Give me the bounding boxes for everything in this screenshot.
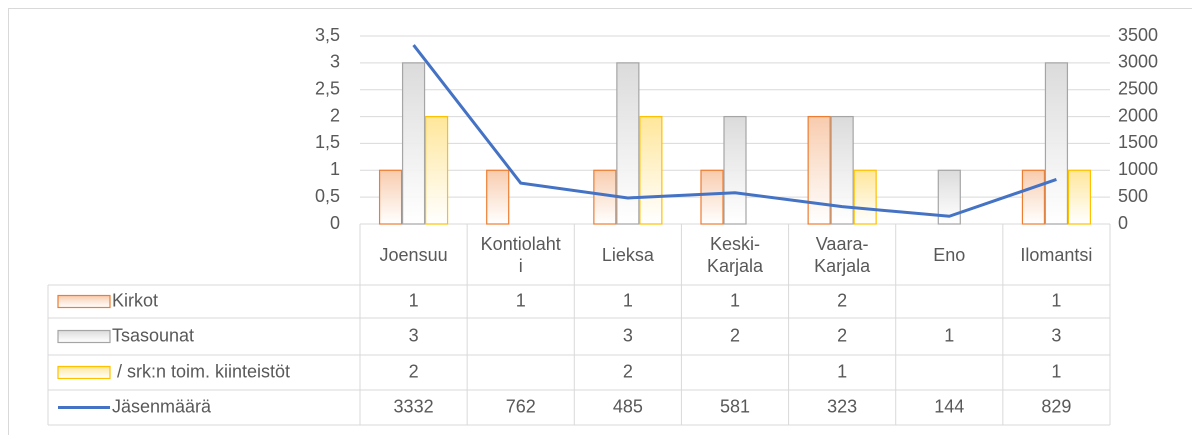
data-label: 144 [934,396,964,416]
data-label: 3 [1051,325,1061,345]
y2-tick-label: 2500 [1118,78,1158,98]
y2-tick-label: 3500 [1118,25,1158,45]
data-label: 3 [409,325,419,345]
data-label: 485 [613,396,643,416]
y2-tick-label: 500 [1118,186,1148,206]
y2-tick-label: 3000 [1118,52,1158,72]
data-label: 1 [516,290,526,310]
y-tick-label: 0 [330,213,340,233]
category-text: Eno [933,244,966,265]
category-text: Vaara-Karjala [814,233,871,276]
category-text: Kontiolahti [480,233,561,276]
bar [378,169,403,225]
y-tick-label: 2 [330,105,340,125]
legend-label: Jäsenmäärä [112,396,212,416]
y2-tick-label: 0 [1118,213,1128,233]
data-label: 581 [720,396,750,416]
line [412,44,1057,218]
category-text: Lieksa [601,244,654,265]
bar [616,62,640,225]
y2-tick-label: 1500 [1118,132,1158,152]
x-tick-label: Keski-Karjala [681,224,788,285]
x-tick-label: Vaara-Karjala [789,224,896,285]
data-label: 2 [837,325,847,345]
data-label: 3332 [394,396,434,416]
bar [424,115,449,225]
y-tick-label: 1,5 [315,132,340,152]
x-tick-label: Eno [896,224,1003,285]
legend-label: / srk:n toim. kiinteistöt [112,361,290,381]
chart-border [8,8,1192,435]
data-label: 323 [827,396,857,416]
data-label: 1 [944,325,954,345]
bar [937,169,961,225]
bar [723,115,747,225]
legend-label: Tsasounat [112,325,194,345]
bar [1044,62,1069,225]
data-label: 1 [1051,361,1061,381]
data-label: 2 [730,325,740,345]
bar [1067,169,1092,225]
x-tick-label: Joensuu [360,224,467,285]
data-label: 1 [409,290,419,310]
category-text: Keski-Karjala [706,233,763,276]
data-label: 1 [623,290,633,310]
y2-tick-label: 1000 [1118,159,1158,179]
bar [486,169,510,225]
data-label: 1 [1051,290,1061,310]
data-label: 762 [506,396,536,416]
x-tick-label: Kontiolahti [467,224,574,285]
y-tick-label: 2,5 [315,78,340,98]
bar [807,115,831,225]
legend-label: Kirkot [112,290,158,310]
data-label: 3 [623,325,633,345]
y2-tick-label: 2000 [1118,105,1158,125]
bar [853,169,877,225]
data-label: 829 [1041,396,1071,416]
x-tick-label: Lieksa [574,224,681,285]
legend-key [57,294,111,309]
bar [830,115,854,225]
legend-key [57,365,111,380]
bar [700,169,724,225]
bar [401,62,426,225]
data-label: 2 [837,290,847,310]
data-label: 2 [623,361,633,381]
data-label: 1 [837,361,847,381]
data-label: 2 [409,361,419,381]
y-tick-label: 3,5 [315,25,340,45]
bar [639,115,663,225]
y-tick-label: 3 [330,52,340,72]
category-text: Ilomantsi [1020,244,1093,265]
bar [1021,169,1046,225]
category-text: Joensuu [379,244,448,265]
y-tick-label: 1 [330,159,340,179]
data-label: 1 [730,290,740,310]
y-tick-label: 0,5 [315,186,340,206]
x-tick-label: Ilomantsi [1003,224,1110,285]
legend-key [57,329,111,344]
